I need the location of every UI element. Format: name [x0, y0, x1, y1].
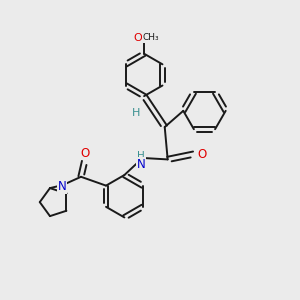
- Text: O: O: [197, 148, 206, 160]
- Text: O: O: [133, 32, 142, 43]
- Text: CH₃: CH₃: [142, 33, 159, 42]
- Text: O: O: [80, 147, 89, 160]
- Text: H: H: [132, 108, 140, 118]
- Text: N: N: [58, 180, 66, 193]
- Text: H: H: [137, 151, 145, 161]
- Text: N: N: [137, 158, 146, 171]
